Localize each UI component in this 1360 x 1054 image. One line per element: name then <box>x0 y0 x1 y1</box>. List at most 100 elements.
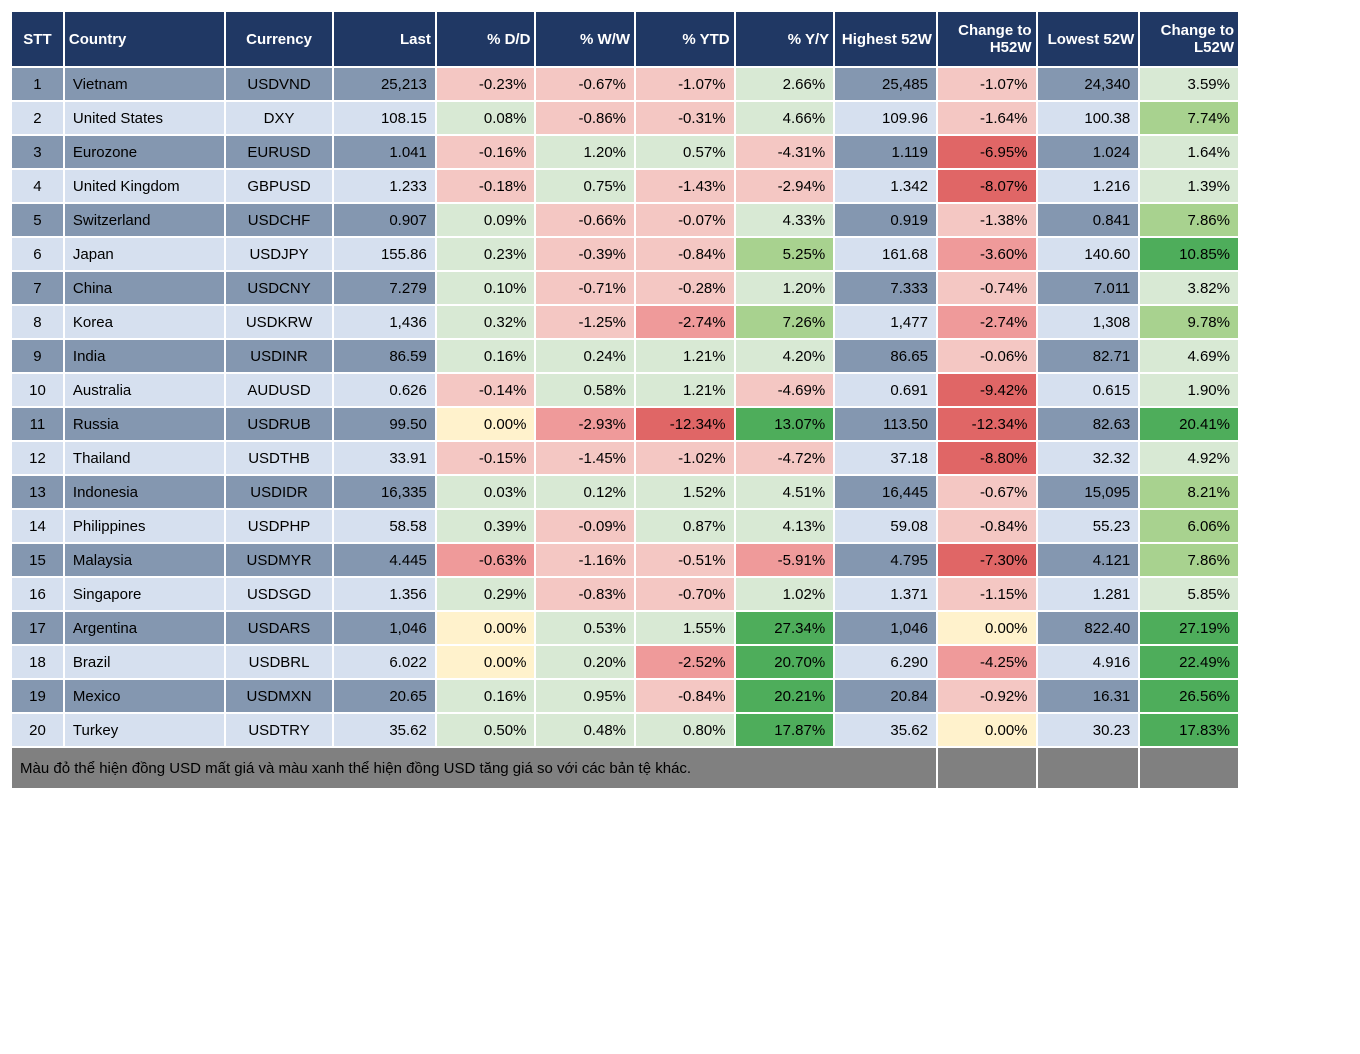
cell-l52: 1,308 <box>1038 306 1139 338</box>
cell-currency: USDTRY <box>226 714 332 746</box>
cell-ww: -0.66% <box>536 204 634 236</box>
th-stt: STT <box>12 12 63 66</box>
cell-ch52: -7.30% <box>938 544 1036 576</box>
table-row: 12ThailandUSDTHB33.91-0.15%-1.45%-1.02%-… <box>12 442 1238 474</box>
cell-country: India <box>65 340 224 372</box>
cell-h52: 109.96 <box>835 102 936 134</box>
cell-dd: 0.32% <box>437 306 535 338</box>
cell-ytd: 0.57% <box>636 136 734 168</box>
cell-yy: 7.26% <box>736 306 834 338</box>
cell-ch52: -8.80% <box>938 442 1036 474</box>
th-currency: Currency <box>226 12 332 66</box>
cell-last: 1.041 <box>334 136 435 168</box>
cell-country: Turkey <box>65 714 224 746</box>
cell-dd: -0.15% <box>437 442 535 474</box>
cell-last: 35.62 <box>334 714 435 746</box>
cell-cl52: 22.49% <box>1140 646 1238 678</box>
cell-stt: 14 <box>12 510 63 542</box>
cell-dd: 0.00% <box>437 408 535 440</box>
cell-l52: 100.38 <box>1038 102 1139 134</box>
cell-dd: 0.23% <box>437 238 535 270</box>
cell-l52: 7.011 <box>1038 272 1139 304</box>
cell-l52: 55.23 <box>1038 510 1139 542</box>
cell-yy: 27.34% <box>736 612 834 644</box>
cell-ww: 1.20% <box>536 136 634 168</box>
table-row: 11RussiaUSDRUB99.500.00%-2.93%-12.34%13.… <box>12 408 1238 440</box>
cell-currency: AUDUSD <box>226 374 332 406</box>
cell-country: Malaysia <box>65 544 224 576</box>
table-row: 5SwitzerlandUSDCHF0.9070.09%-0.66%-0.07%… <box>12 204 1238 236</box>
cell-dd: -0.63% <box>437 544 535 576</box>
cell-last: 33.91 <box>334 442 435 474</box>
table-row: 9IndiaUSDINR86.590.16%0.24%1.21%4.20%86.… <box>12 340 1238 372</box>
cell-dd: 0.50% <box>437 714 535 746</box>
table-row: 1VietnamUSDVND25,213-0.23%-0.67%-1.07%2.… <box>12 68 1238 100</box>
cell-h52: 37.18 <box>835 442 936 474</box>
cell-cl52: 8.21% <box>1140 476 1238 508</box>
cell-last: 1.356 <box>334 578 435 610</box>
cell-last: 6.022 <box>334 646 435 678</box>
cell-ch52: -0.06% <box>938 340 1036 372</box>
cell-dd: 0.00% <box>437 646 535 678</box>
cell-last: 4.445 <box>334 544 435 576</box>
cell-ytd: -0.84% <box>636 680 734 712</box>
table-row: 8KoreaUSDKRW1,4360.32%-1.25%-2.74%7.26%1… <box>12 306 1238 338</box>
cell-last: 58.58 <box>334 510 435 542</box>
cell-h52: 35.62 <box>835 714 936 746</box>
table-row: 15MalaysiaUSDMYR4.445-0.63%-1.16%-0.51%-… <box>12 544 1238 576</box>
cell-last: 7.279 <box>334 272 435 304</box>
cell-yy: 4.66% <box>736 102 834 134</box>
cell-stt: 5 <box>12 204 63 236</box>
th-dd: % D/D <box>437 12 535 66</box>
cell-country: Indonesia <box>65 476 224 508</box>
table-row: 7ChinaUSDCNY7.2790.10%-0.71%-0.28%1.20%7… <box>12 272 1238 304</box>
table-row: 18BrazilUSDBRL6.0220.00%0.20%-2.52%20.70… <box>12 646 1238 678</box>
cell-l52: 0.841 <box>1038 204 1139 236</box>
cell-ww: 0.53% <box>536 612 634 644</box>
cell-country: Singapore <box>65 578 224 610</box>
cell-ytd: -0.28% <box>636 272 734 304</box>
cell-last: 1,436 <box>334 306 435 338</box>
cell-l52: 82.71 <box>1038 340 1139 372</box>
cell-ww: -0.67% <box>536 68 634 100</box>
cell-currency: USDMYR <box>226 544 332 576</box>
cell-yy: 4.51% <box>736 476 834 508</box>
cell-l52: 140.60 <box>1038 238 1139 270</box>
cell-cl52: 20.41% <box>1140 408 1238 440</box>
cell-ch52: 0.00% <box>938 612 1036 644</box>
cell-last: 0.907 <box>334 204 435 236</box>
cell-dd: 0.39% <box>437 510 535 542</box>
cell-h52: 0.691 <box>835 374 936 406</box>
cell-yy: 4.33% <box>736 204 834 236</box>
cell-currency: USDIDR <box>226 476 332 508</box>
cell-l52: 82.63 <box>1038 408 1139 440</box>
cell-ww: -0.09% <box>536 510 634 542</box>
cell-country: Eurozone <box>65 136 224 168</box>
cell-last: 108.15 <box>334 102 435 134</box>
cell-country: Thailand <box>65 442 224 474</box>
cell-ytd: -2.52% <box>636 646 734 678</box>
cell-currency: USDINR <box>226 340 332 372</box>
cell-h52: 1.342 <box>835 170 936 202</box>
cell-currency: USDCHF <box>226 204 332 236</box>
cell-last: 25,213 <box>334 68 435 100</box>
cell-ytd: -2.74% <box>636 306 734 338</box>
cell-dd: -0.23% <box>437 68 535 100</box>
cell-country: Argentina <box>65 612 224 644</box>
cell-dd: 0.08% <box>437 102 535 134</box>
th-cl52w: Change to L52W <box>1140 12 1238 66</box>
cell-last: 16,335 <box>334 476 435 508</box>
cell-h52: 59.08 <box>835 510 936 542</box>
cell-ytd: -0.70% <box>636 578 734 610</box>
cell-h52: 161.68 <box>835 238 936 270</box>
cell-stt: 1 <box>12 68 63 100</box>
cell-ch52: -1.07% <box>938 68 1036 100</box>
cell-dd: 0.10% <box>437 272 535 304</box>
cell-last: 1,046 <box>334 612 435 644</box>
cell-ch52: -1.64% <box>938 102 1036 134</box>
cell-currency: USDRUB <box>226 408 332 440</box>
cell-ytd: -0.07% <box>636 204 734 236</box>
cell-stt: 19 <box>12 680 63 712</box>
cell-ww: -1.45% <box>536 442 634 474</box>
cell-stt: 10 <box>12 374 63 406</box>
